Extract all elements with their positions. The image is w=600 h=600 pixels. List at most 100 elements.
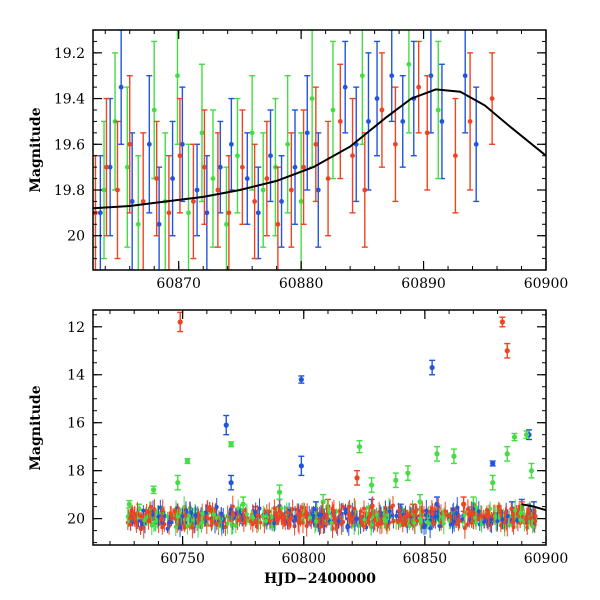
- cloud-point: [457, 518, 462, 523]
- cloud-point: [152, 507, 157, 512]
- top-series-0-point: [146, 75, 153, 214]
- bot-series-1-point: [523, 430, 530, 439]
- top-series-0-point: [267, 109, 274, 203]
- cloud-point: [244, 512, 249, 517]
- bottom-x-ticks: 60750 60800 60850 60900: [109, 310, 568, 567]
- cloud-point: [465, 522, 470, 527]
- top-series-1-point: [135, 155, 142, 270]
- cloud-point: [513, 508, 518, 513]
- cloud-point: [398, 522, 403, 527]
- cloud-point: [308, 515, 313, 520]
- cloud-point: [175, 514, 180, 519]
- bot-series-0-point: [298, 455, 305, 477]
- top-series-2-point: [225, 155, 232, 270]
- cloud-point: [526, 509, 531, 514]
- bottom-axes-frame: [92, 309, 547, 546]
- cloud-point: [510, 520, 515, 525]
- cloud-point: [482, 519, 487, 524]
- cloud-point: [292, 524, 297, 529]
- x-tick-label: 60890: [401, 276, 446, 292]
- cloud-point: [285, 510, 290, 515]
- cloud-point: [214, 515, 219, 520]
- cloud-point: [290, 507, 295, 512]
- top-series-0-point: [315, 132, 322, 248]
- cloud-point: [361, 506, 366, 511]
- top-series-0-point: [278, 155, 285, 248]
- cloud-point: [183, 507, 188, 512]
- cloud-point: [454, 522, 459, 527]
- cloud-point: [420, 509, 425, 514]
- cloud-point: [397, 508, 402, 513]
- top-series-2-point: [176, 97, 183, 214]
- cloud-point: [473, 515, 478, 520]
- top-series-2-point: [312, 86, 319, 203]
- cloud-point: [156, 514, 161, 519]
- cloud-point: [425, 520, 430, 525]
- bottom-dense-cloud: [125, 495, 538, 539]
- bot-series-1-point: [356, 439, 363, 454]
- y-tick-label: 19.6: [54, 137, 85, 153]
- cloud-point: [505, 514, 510, 519]
- top-series-0-point: [255, 166, 262, 260]
- cloud-point: [186, 513, 191, 518]
- cloud-point: [343, 510, 348, 515]
- bottom-model-curve: [521, 503, 546, 512]
- top-series-1-point: [260, 132, 267, 248]
- top-series-0-point: [473, 86, 480, 203]
- x-tick-label: 60850: [403, 551, 448, 567]
- top-y-ticks: 19.2 19.4 19.6 19.8 20: [54, 29, 546, 271]
- cloud-point: [211, 512, 216, 517]
- cloud-point: [462, 512, 467, 517]
- top-series-0-point: [304, 75, 311, 191]
- cloud-point: [257, 506, 262, 511]
- bottom-y-ticks: 12 14 16 18 20: [67, 314, 546, 544]
- top-series-0-point: [194, 143, 201, 237]
- cloud-point: [387, 509, 392, 514]
- top-series-2-point: [103, 97, 110, 237]
- cloud-point: [474, 505, 479, 510]
- cloud-point: [214, 521, 219, 526]
- cloud-point: [450, 507, 455, 512]
- cloud-point: [148, 504, 153, 509]
- top-series-0-point: [179, 86, 186, 203]
- cloud-point: [214, 504, 219, 509]
- cloud-point: [374, 512, 379, 517]
- bot-series-1-point: [228, 441, 235, 448]
- cloud-point: [165, 526, 170, 531]
- cloud-point: [183, 513, 188, 518]
- top-series-0-point: [118, 30, 125, 145]
- top-series-2-point: [165, 155, 172, 270]
- cloud-point: [329, 520, 334, 525]
- cloud-point: [168, 511, 173, 516]
- x-tick-label: 60750: [160, 551, 205, 567]
- cloud-point: [200, 511, 205, 516]
- y-tick-label: 20: [67, 229, 85, 245]
- cloud-point: [493, 514, 498, 519]
- cloud-point: [523, 517, 528, 522]
- cloud-point: [277, 509, 282, 514]
- cloud-point: [149, 523, 154, 528]
- top-series-2-point: [361, 132, 368, 248]
- bot-series-1-point: [511, 432, 518, 442]
- bot-series-1-point: [489, 474, 496, 491]
- cloud-point: [479, 514, 484, 519]
- cloud-point: [160, 508, 165, 513]
- cloud-point: [383, 518, 388, 523]
- cloud-point: [346, 512, 351, 517]
- bottom-y-axis-label: Magnitude: [28, 385, 44, 470]
- cloud-point: [443, 509, 448, 514]
- cloud-point: [391, 519, 396, 524]
- cloud-point: [369, 522, 374, 527]
- x-tick-label: 60900: [524, 276, 569, 292]
- cloud-point: [518, 511, 523, 516]
- cloud-point: [500, 517, 505, 522]
- top-model-curve: [93, 88, 546, 210]
- cloud-point: [484, 512, 489, 517]
- cloud-point: [418, 516, 423, 521]
- top-panel: 60870 60880 60890 60900 19.219.419.619.820 …: [28, 29, 569, 292]
- cloud-point: [185, 524, 190, 529]
- top-series-0-point: [399, 75, 406, 168]
- y-tick-label: 12: [67, 320, 85, 336]
- cloud-point: [424, 508, 429, 513]
- cloud-point: [219, 522, 224, 527]
